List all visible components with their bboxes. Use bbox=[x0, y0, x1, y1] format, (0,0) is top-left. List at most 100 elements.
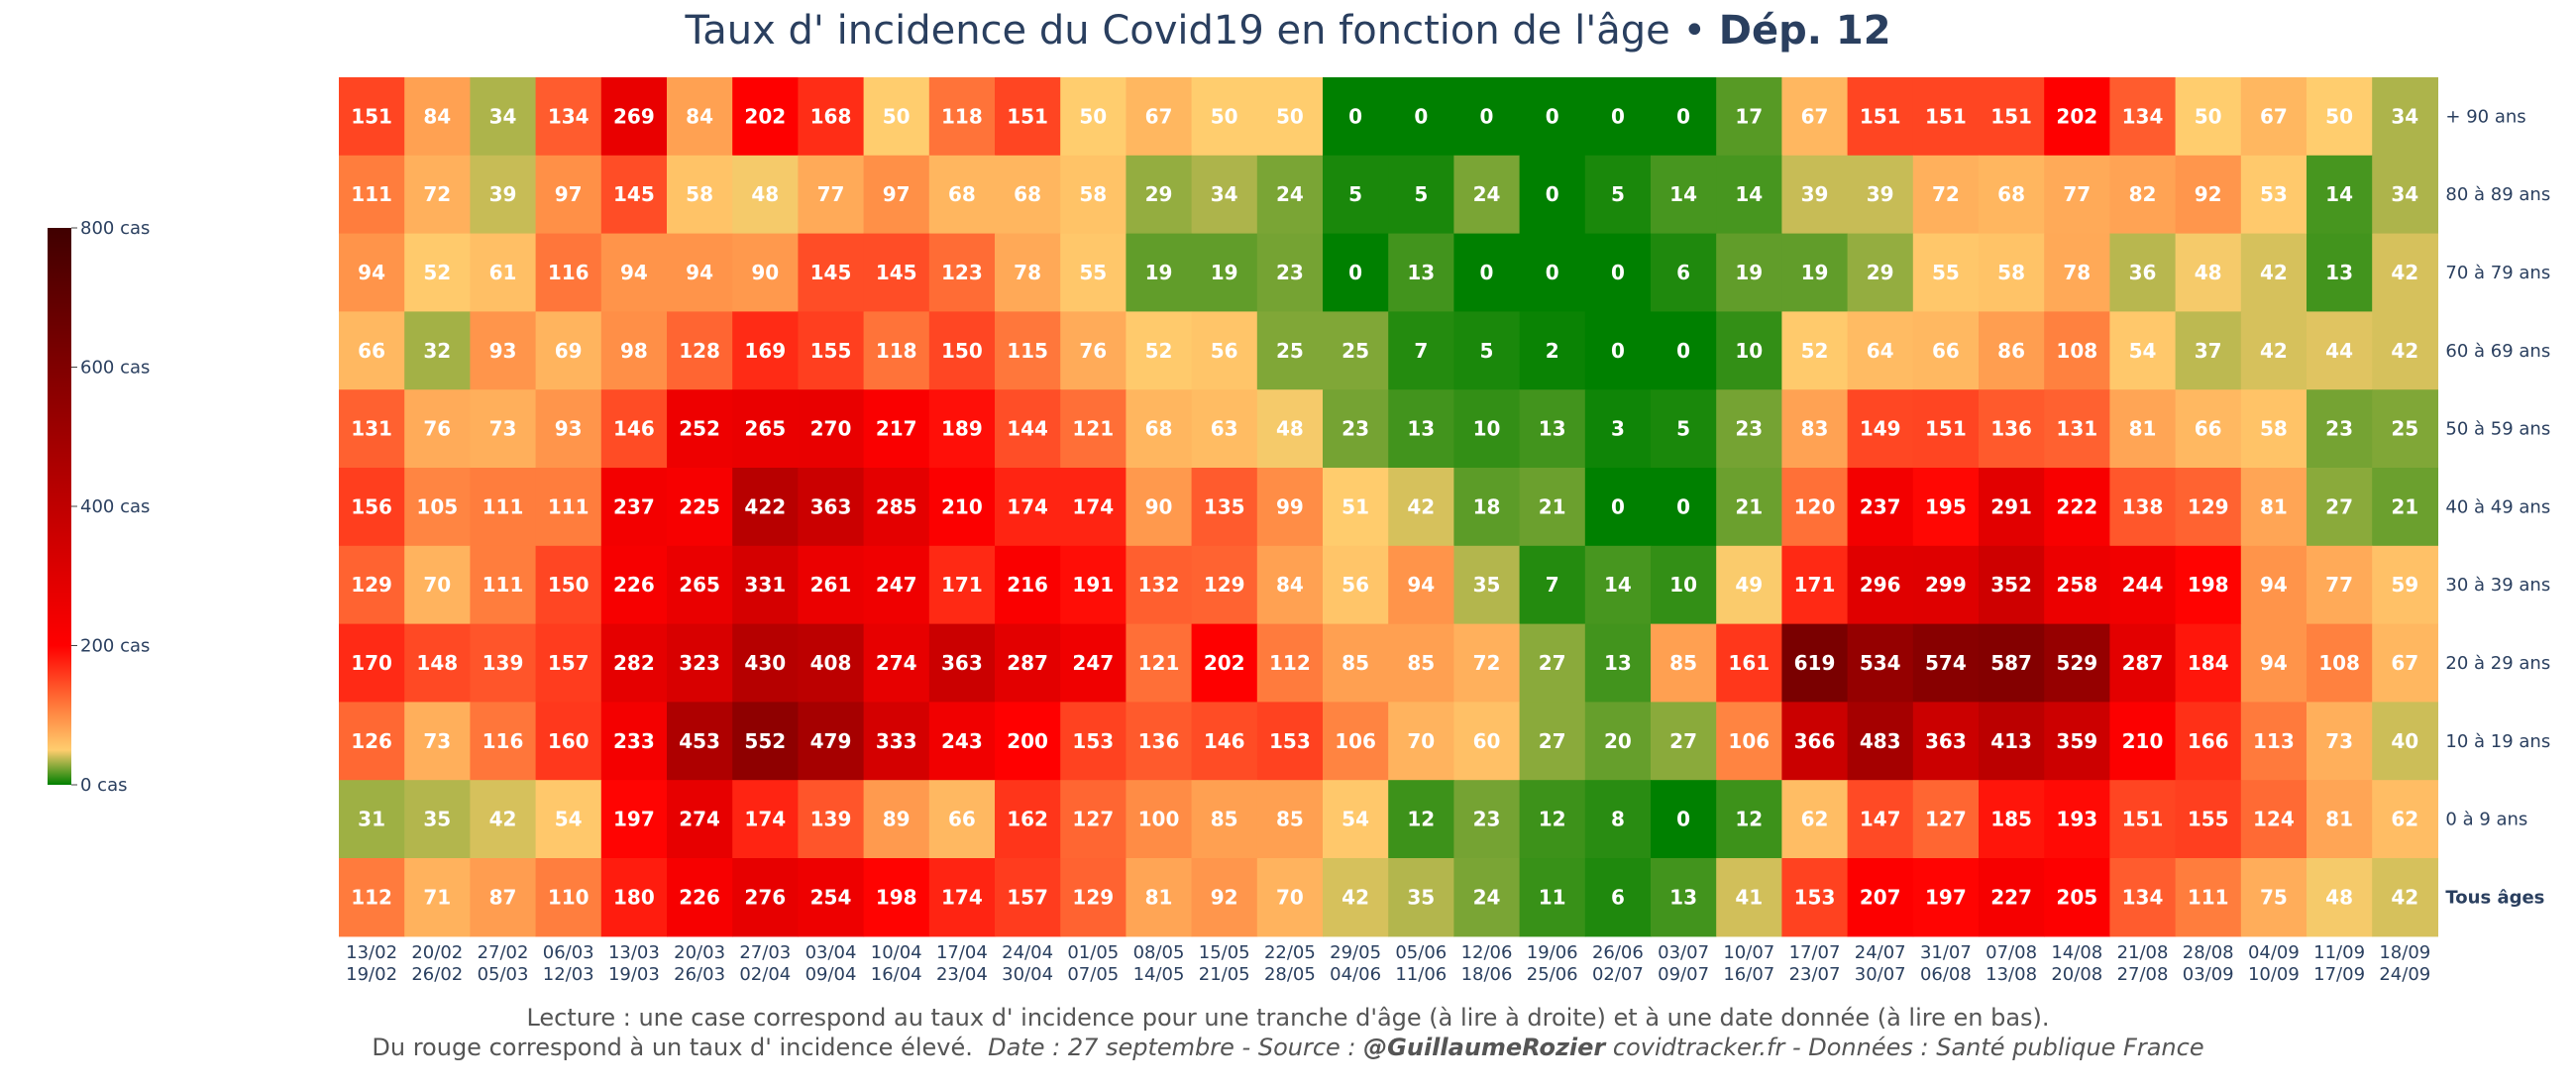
heatmap-cell-value: 77 bbox=[2325, 573, 2353, 597]
heatmap-cell-value: 20 bbox=[1604, 729, 1632, 753]
heatmap-cell-value: 0 bbox=[1676, 494, 1690, 518]
heatmap-cell-value: 29 bbox=[1145, 182, 1173, 206]
heatmap-cell-value: 42 bbox=[2391, 261, 2418, 284]
heatmap-cell-value: 29 bbox=[1867, 261, 1894, 284]
heatmap-cell-value: 366 bbox=[1794, 729, 1836, 753]
heatmap-cell-value: 237 bbox=[613, 494, 655, 518]
heatmap-cell-value: 50 bbox=[1211, 104, 1238, 128]
heatmap-cell bbox=[2044, 468, 2110, 547]
heatmap-cell bbox=[1519, 468, 1586, 547]
y-axis-label: 60 à 69 ans bbox=[2445, 341, 2550, 362]
y-axis-label: 20 à 29 ans bbox=[2445, 653, 2550, 674]
heatmap-cell bbox=[667, 311, 733, 390]
heatmap-cell bbox=[2307, 780, 2373, 859]
heatmap-cell-value: 25 bbox=[2391, 417, 2418, 441]
heatmap-cell bbox=[600, 155, 668, 235]
chart-title-sep: • bbox=[1669, 8, 1719, 54]
heatmap-cell-value: 363 bbox=[941, 651, 983, 675]
heatmap-cell-value: 42 bbox=[1407, 494, 1435, 518]
heatmap-cell-value: 135 bbox=[1204, 494, 1245, 518]
heatmap-cell-value: 144 bbox=[1007, 417, 1048, 441]
heatmap-cell-value: 72 bbox=[423, 182, 451, 206]
x-axis-label-start: 10/04 bbox=[871, 942, 922, 963]
footer-reading-note: Lecture : une case correspond au taux d'… bbox=[526, 1004, 2050, 1032]
heatmap-cell-value: 13 bbox=[1669, 885, 1697, 909]
heatmap-cell-value: 83 bbox=[1801, 417, 1829, 441]
heatmap-cell bbox=[1191, 468, 1258, 547]
heatmap-cell-value: 408 bbox=[810, 651, 852, 675]
heatmap-cell-value: 78 bbox=[2063, 261, 2091, 284]
heatmap-cell bbox=[1584, 702, 1652, 781]
heatmap-cell bbox=[928, 233, 996, 312]
heatmap-cell bbox=[535, 780, 602, 859]
heatmap-cell bbox=[1323, 468, 1389, 547]
heatmap-cell bbox=[1781, 545, 1849, 625]
heatmap-cell bbox=[1847, 77, 1914, 157]
heatmap-cell bbox=[1716, 311, 1782, 390]
heatmap-cell-value: 48 bbox=[1276, 417, 1304, 441]
heatmap-cell-value: 108 bbox=[2318, 651, 2360, 675]
heatmap-cell bbox=[339, 623, 405, 703]
heatmap-cell-value: 58 bbox=[1079, 182, 1107, 206]
heatmap-cell-value: 195 bbox=[1925, 494, 1967, 518]
heatmap-cell-value: 147 bbox=[1860, 808, 1901, 831]
y-axis-label: 40 à 49 ans bbox=[2445, 496, 2550, 517]
heatmap-cell bbox=[1781, 77, 1849, 157]
heatmap-cell bbox=[1847, 858, 1914, 937]
heatmap-cell-value: 34 bbox=[489, 104, 517, 128]
x-axis-label-end: 10/09 bbox=[2248, 964, 2300, 985]
heatmap-cell-value: 126 bbox=[351, 729, 392, 753]
heatmap-cell-value: 207 bbox=[1860, 885, 1901, 909]
heatmap-cell bbox=[1519, 858, 1586, 937]
heatmap-cell-value: 124 bbox=[2253, 808, 2295, 831]
heatmap-cell-value: 12 bbox=[1539, 808, 1566, 831]
heatmap-cell bbox=[1453, 389, 1521, 469]
heatmap-cell bbox=[1060, 77, 1127, 157]
heatmap-cell bbox=[798, 623, 865, 703]
heatmap-cell bbox=[1584, 77, 1652, 157]
heatmap-cell-value: 68 bbox=[1014, 182, 1041, 206]
heatmap-cell-value: 81 bbox=[2129, 417, 2157, 441]
heatmap-cell bbox=[1388, 623, 1454, 703]
heatmap-cell-value: 0 bbox=[1480, 261, 1494, 284]
heatmap-cell bbox=[1453, 77, 1521, 157]
heatmap-cell-value: 50 bbox=[1079, 104, 1107, 128]
heatmap-cell bbox=[1519, 311, 1586, 390]
heatmap-cell-value: 58 bbox=[1997, 261, 2025, 284]
heatmap-cell bbox=[1519, 77, 1586, 157]
heatmap-cell-value: 146 bbox=[1204, 729, 1245, 753]
heatmap-cell-value: 363 bbox=[810, 494, 852, 518]
heatmap-cell bbox=[995, 780, 1061, 859]
heatmap-cell-value: 6 bbox=[1676, 261, 1690, 284]
heatmap-cell bbox=[995, 155, 1061, 235]
heatmap-cell bbox=[1519, 702, 1586, 781]
heatmap-cell bbox=[1256, 545, 1324, 625]
heatmap-cell-value: 111 bbox=[351, 182, 392, 206]
heatmap-cell bbox=[1716, 545, 1782, 625]
heatmap-cell bbox=[600, 233, 668, 312]
heatmap-cell-value: 81 bbox=[2325, 808, 2353, 831]
x-axis-label-start: 24/04 bbox=[1002, 942, 1053, 963]
heatmap-cell-value: 134 bbox=[2122, 885, 2164, 909]
heatmap-cell bbox=[2307, 311, 2373, 390]
heatmap-cell-value: 94 bbox=[2260, 651, 2288, 675]
x-axis-label-start: 11/09 bbox=[2313, 942, 2365, 963]
x-axis-label-start: 03/07 bbox=[1658, 942, 1709, 963]
heatmap-cell bbox=[995, 389, 1061, 469]
heatmap-cell bbox=[1979, 545, 2045, 625]
heatmap-cell bbox=[1256, 311, 1324, 390]
heatmap-cell bbox=[339, 545, 405, 625]
heatmap-cell-value: 111 bbox=[548, 494, 590, 518]
heatmap-cell-value: 6 bbox=[1611, 885, 1625, 909]
heatmap-cell-value: 151 bbox=[351, 104, 392, 128]
heatmap-cell-value: 106 bbox=[1728, 729, 1770, 753]
heatmap-cell bbox=[1912, 623, 1980, 703]
heatmap-cell-value: 157 bbox=[548, 651, 590, 675]
heatmap-cell-value: 276 bbox=[744, 885, 786, 909]
heatmap-cell bbox=[404, 623, 471, 703]
heatmap-cell-value: 41 bbox=[1735, 885, 1763, 909]
y-axis-labels: + 90 ans 80 à 89 ans 70 à 79 ans 60 à 69 an… bbox=[2445, 106, 2550, 908]
heatmap-cell-value: 75 bbox=[2260, 885, 2288, 909]
heatmap-cell bbox=[732, 780, 799, 859]
heatmap-cell bbox=[1847, 780, 1914, 859]
